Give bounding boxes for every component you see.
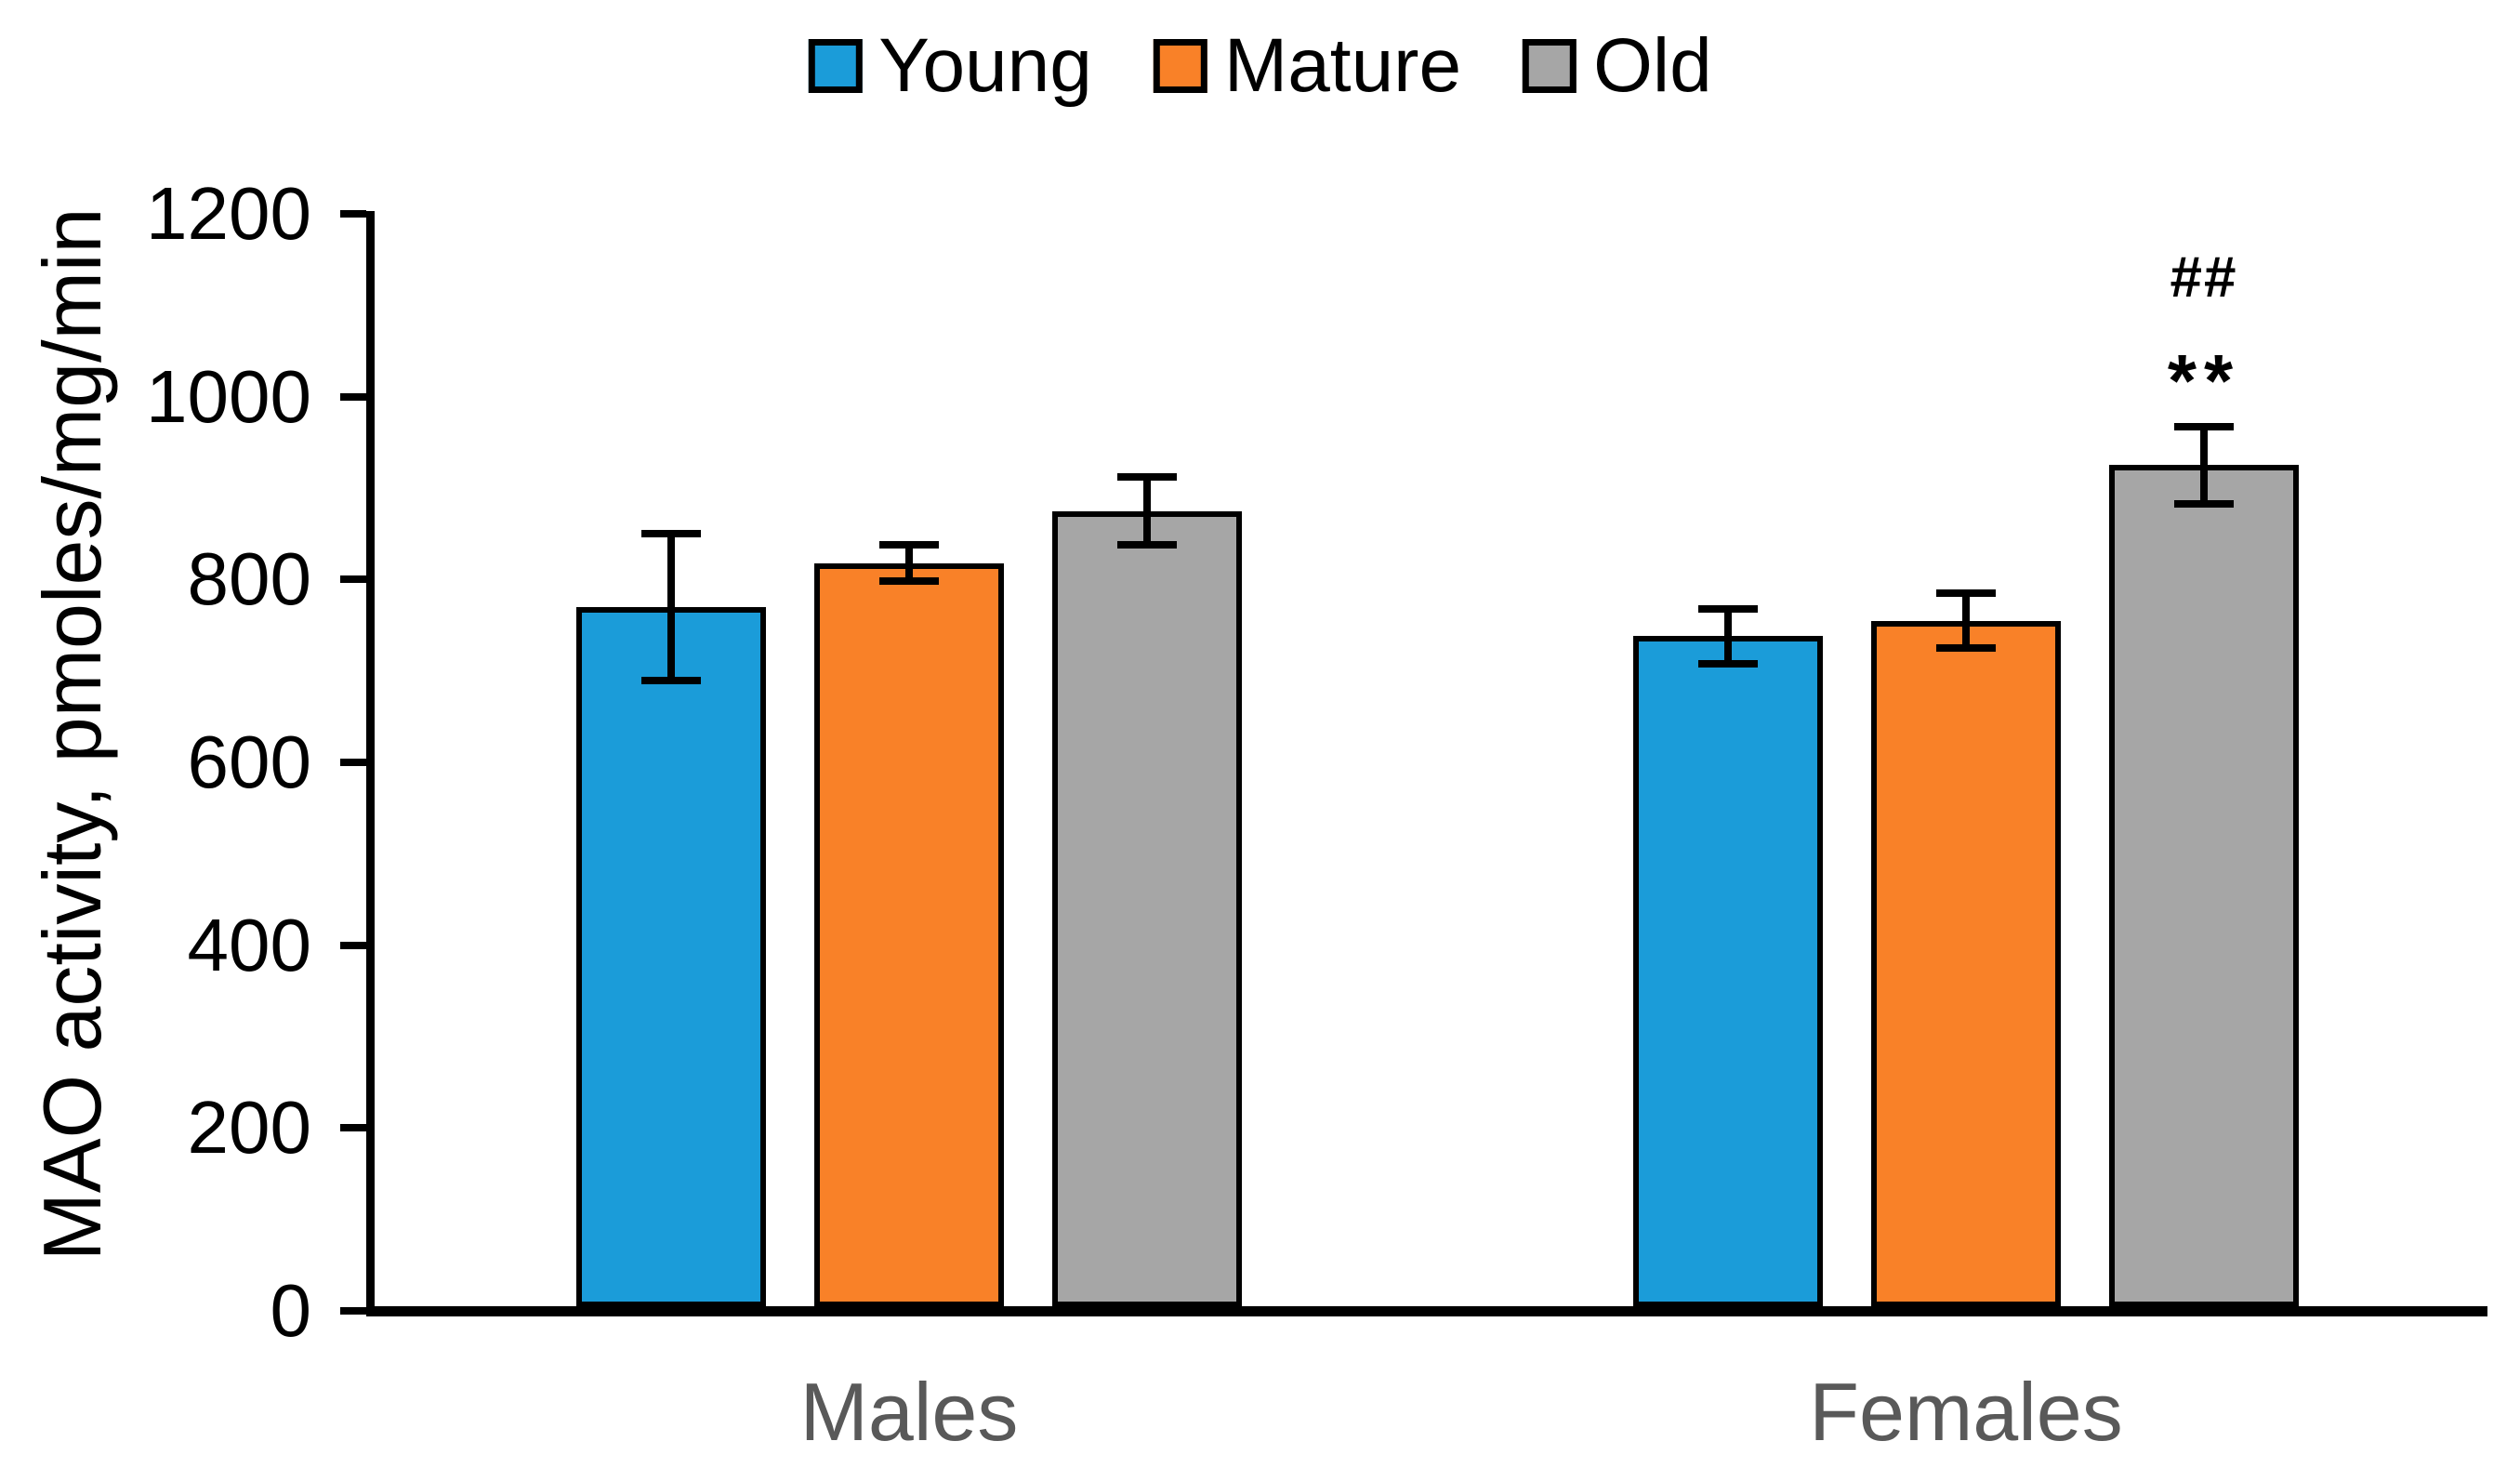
legend-swatch-mature-icon bbox=[1153, 39, 1207, 93]
legend-item-old: Old bbox=[1523, 28, 1712, 104]
y-axis-title: MAO activity, pmoles/mg/min bbox=[26, 207, 118, 1262]
y-axis-tick bbox=[340, 392, 366, 401]
significance-hash-annotation: ## bbox=[2170, 245, 2238, 311]
error-bar-cap-top bbox=[2174, 423, 2234, 431]
y-tick-label: 800 bbox=[187, 537, 311, 621]
error-bar-cap-bottom bbox=[1117, 540, 1177, 549]
significance-stars-annotation: ** bbox=[2167, 339, 2241, 423]
bar-mature-females bbox=[1871, 620, 2061, 1307]
y-axis-tick bbox=[340, 1124, 366, 1132]
error-bar-cap-top bbox=[1936, 589, 1996, 598]
error-bar-cap-top bbox=[1698, 604, 1758, 613]
legend-item-mature: Mature bbox=[1153, 23, 1462, 108]
legend-label-mature: Mature bbox=[1223, 23, 1462, 108]
bar-young-females bbox=[1633, 636, 1823, 1307]
legend-label-old: Old bbox=[1593, 23, 1712, 108]
error-bar-cap-bottom bbox=[879, 577, 939, 586]
legend-item-young: Young bbox=[808, 28, 1092, 104]
y-tick-label: 200 bbox=[187, 1086, 311, 1170]
error-bar-cap-top bbox=[1117, 473, 1177, 482]
y-tick-label: 1200 bbox=[146, 172, 311, 255]
x-category-label-females: Females bbox=[1809, 1366, 2123, 1458]
y-tick-label: 400 bbox=[187, 903, 311, 986]
error-bar-cap-bottom bbox=[641, 676, 701, 684]
y-axis-tick bbox=[340, 941, 366, 949]
y-axis-tick bbox=[340, 210, 366, 218]
y-axis-tick bbox=[340, 575, 366, 584]
error-bar-cap-top bbox=[641, 530, 701, 538]
y-tick-label: 600 bbox=[187, 721, 311, 803]
bar-old-males bbox=[1052, 510, 1242, 1307]
error-bar-line bbox=[2200, 427, 2208, 504]
legend-label-young: Young bbox=[878, 23, 1092, 108]
legend-swatch-old-icon bbox=[1523, 39, 1577, 93]
error-bar-line bbox=[1724, 608, 1732, 664]
error-bar-cap-bottom bbox=[1936, 644, 1996, 653]
error-bar-line bbox=[1143, 477, 1151, 545]
y-axis-tick bbox=[340, 1307, 366, 1315]
bar-mature-males bbox=[814, 562, 1004, 1307]
error-bar-cap-top bbox=[879, 540, 939, 549]
error-bar-line bbox=[667, 534, 675, 681]
y-tick-label: 1000 bbox=[146, 354, 311, 438]
x-axis-line bbox=[366, 1306, 2487, 1316]
legend-swatch-young-icon bbox=[808, 39, 863, 93]
y-axis-tick bbox=[340, 759, 366, 766]
legend: Young Mature Old bbox=[808, 23, 1712, 108]
bar-young-males bbox=[576, 606, 766, 1307]
error-bar-cap-bottom bbox=[2174, 499, 2234, 508]
error-bar-line bbox=[1962, 593, 1970, 649]
y-tick-label: 0 bbox=[270, 1269, 312, 1352]
error-bar-line bbox=[905, 544, 913, 582]
error-bar-cap-bottom bbox=[1698, 659, 1758, 668]
bar-old-females bbox=[2109, 465, 2299, 1307]
x-category-label-males: Males bbox=[799, 1366, 1019, 1458]
y-axis-line bbox=[366, 211, 375, 1316]
